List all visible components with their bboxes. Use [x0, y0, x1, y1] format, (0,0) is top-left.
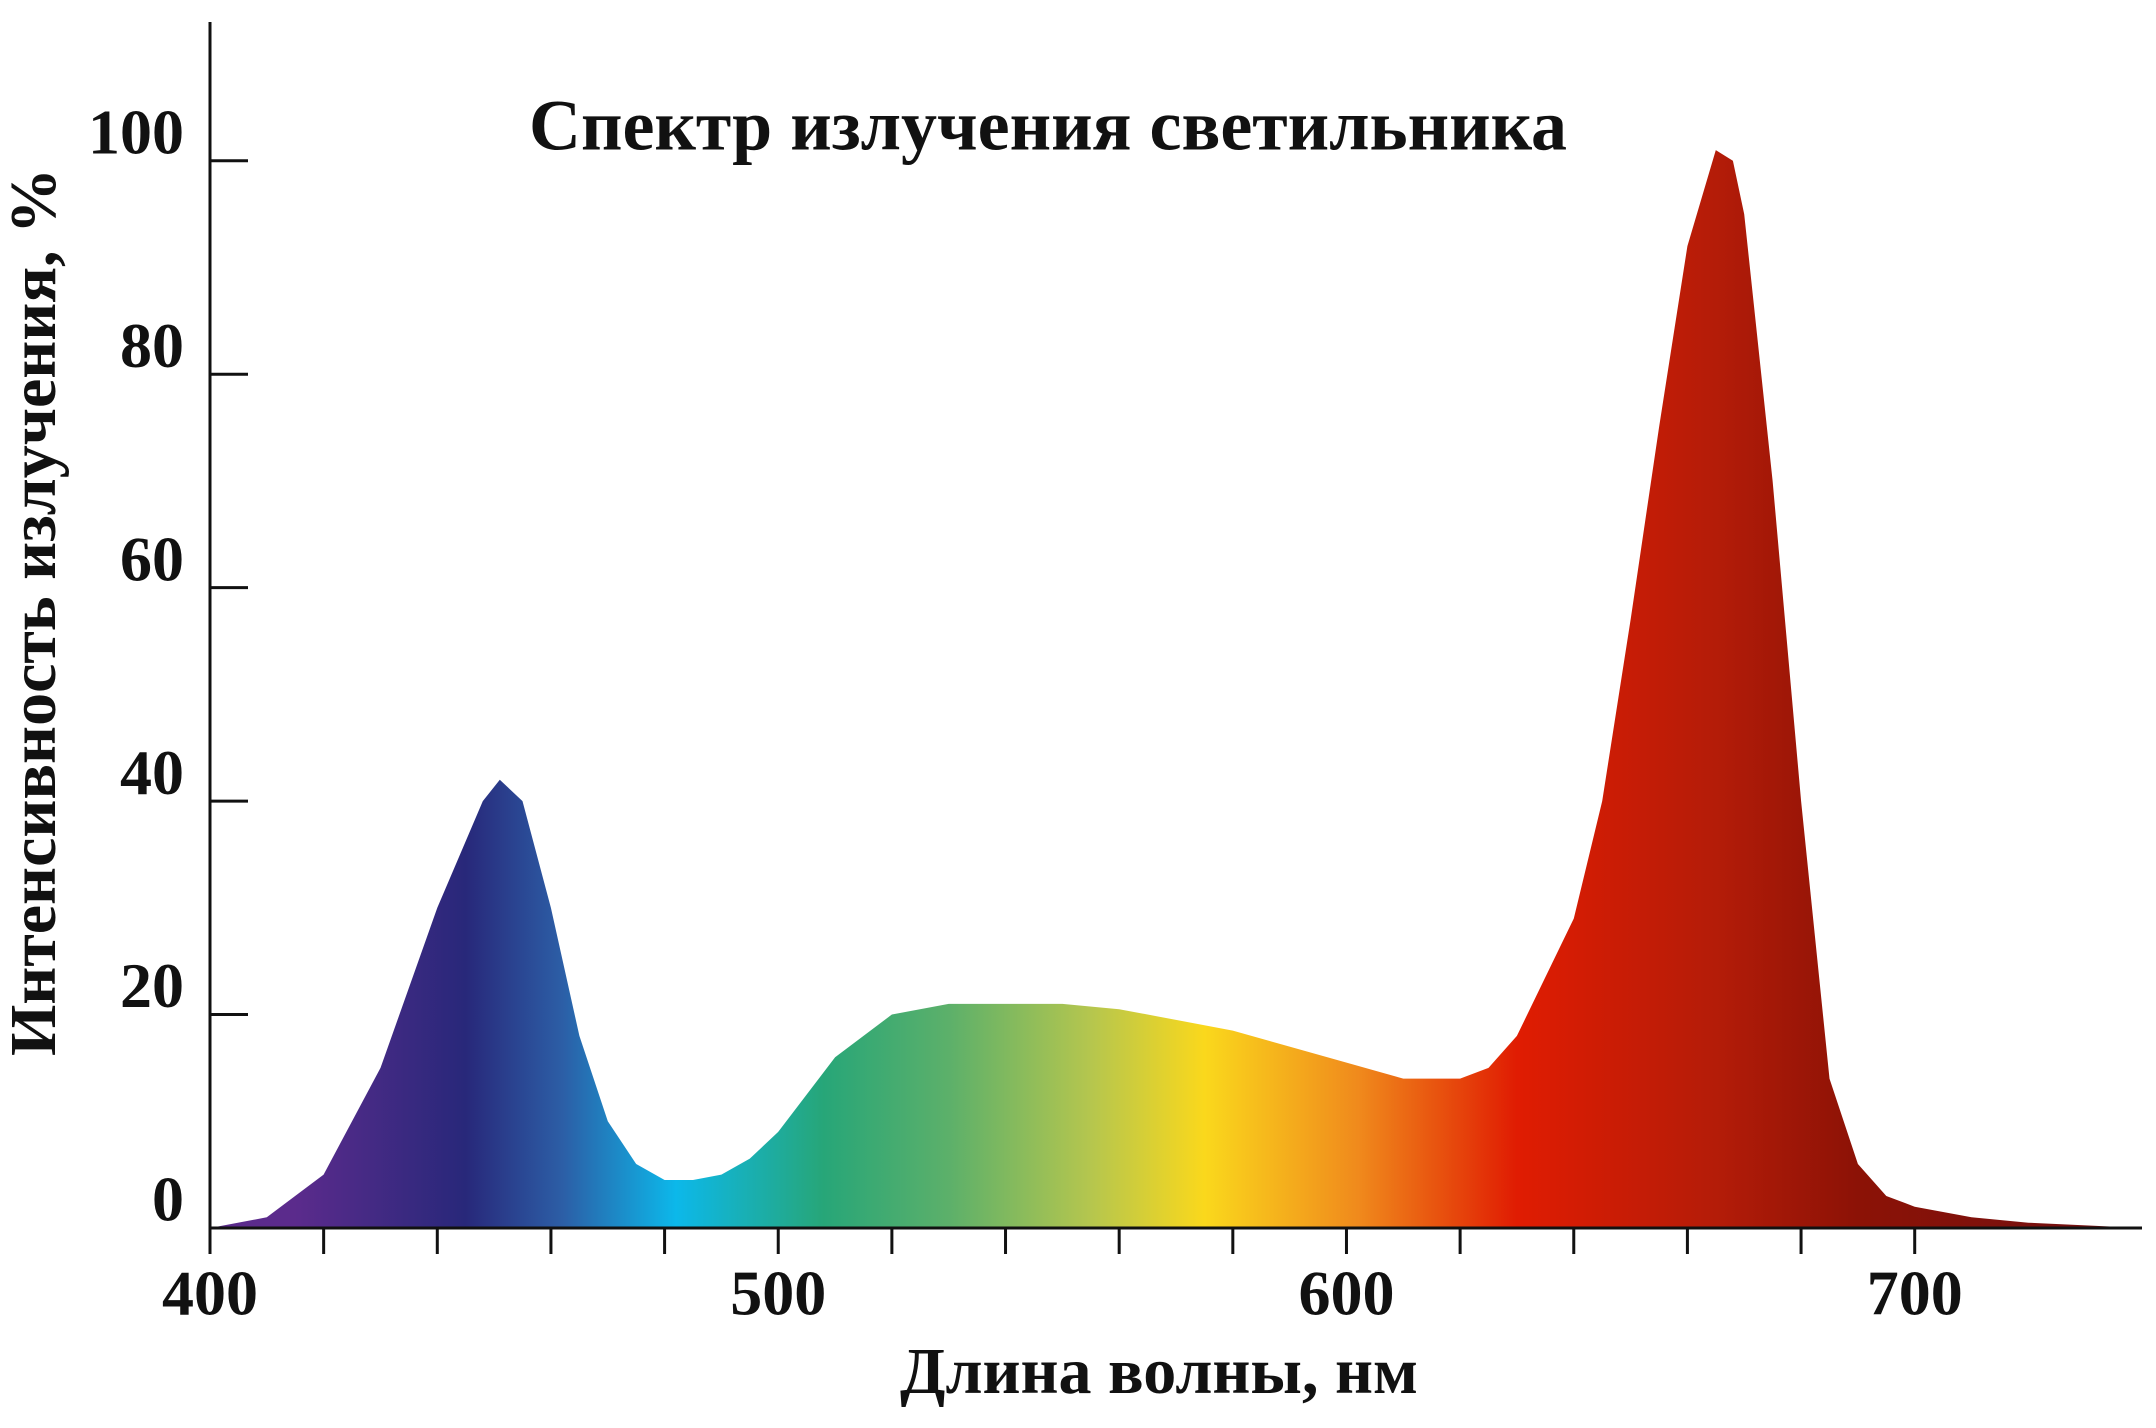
- x-axis-title: Длина волны, нм: [900, 1335, 1418, 1408]
- y-tick-label: 0: [152, 1164, 184, 1235]
- y-axis-title: Интенсивность излучения, %: [0, 168, 70, 1056]
- x-tick-label: 400: [162, 1258, 258, 1329]
- x-tick-label: 700: [1867, 1258, 1963, 1329]
- x-tick-label: 600: [1298, 1258, 1394, 1329]
- chart-title: Спектр излучения светильника: [529, 86, 1567, 166]
- y-tick-label: 20: [120, 950, 184, 1021]
- y-tick-label: 60: [120, 523, 184, 594]
- y-tick-label: 40: [120, 737, 184, 808]
- x-tick-label: 500: [730, 1258, 826, 1329]
- y-tick-label: 80: [120, 310, 184, 381]
- y-tick-label: 100: [88, 96, 184, 167]
- spectrum-area: [210, 150, 2142, 1229]
